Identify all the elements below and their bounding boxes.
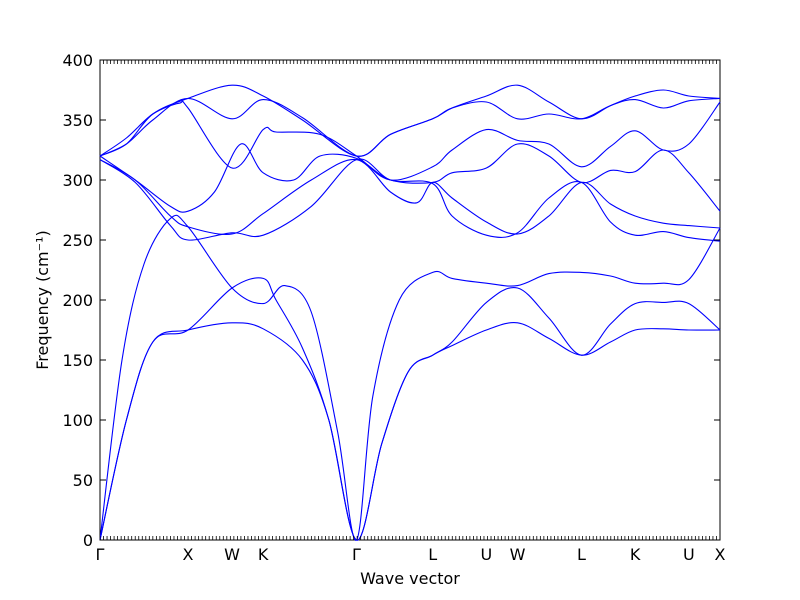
x-tick-label: L [577, 545, 586, 564]
x-tick-label: W [510, 545, 526, 564]
y-tick-label: 150 [62, 351, 93, 370]
y-tick-label: 250 [62, 231, 93, 250]
x-tick-label: Γ [96, 545, 105, 564]
y-axis: 0 50 100 150 200 250 300 350 400 [62, 51, 720, 550]
band-line-9 [99, 214, 721, 541]
band-line-2 [99, 97, 721, 157]
y-tick-label: 100 [62, 411, 93, 430]
band-lines [99, 84, 721, 541]
band-line-6 [99, 158, 721, 242]
y-tick-label: 0 [83, 531, 93, 550]
y-tick-label: 400 [62, 51, 93, 70]
band-line-8 [99, 277, 721, 541]
plot-area [99, 59, 721, 541]
x-tick-label: X [183, 545, 194, 564]
x-tick-label: X [715, 545, 726, 564]
y-tick-label: 50 [73, 471, 93, 490]
x-tick-label: L [428, 545, 437, 564]
band-line-4 [99, 143, 721, 213]
x-tick-label: K [630, 545, 641, 564]
x-tick-label: Γ [352, 545, 361, 564]
y-tick-label: 200 [62, 291, 93, 310]
x-tick-label: U [481, 545, 493, 564]
y-tick-label: 350 [62, 111, 93, 130]
band-line-3 [99, 100, 721, 181]
band-line-5 [99, 158, 721, 235]
x-axis-label: Wave vector [360, 569, 460, 588]
x-tick-label: K [258, 545, 269, 564]
y-axis-label: Frequency (cm⁻¹) [33, 230, 52, 369]
x-tick-label: U [683, 545, 695, 564]
y-tick-label: 300 [62, 171, 93, 190]
x-tick-label: W [224, 545, 240, 564]
